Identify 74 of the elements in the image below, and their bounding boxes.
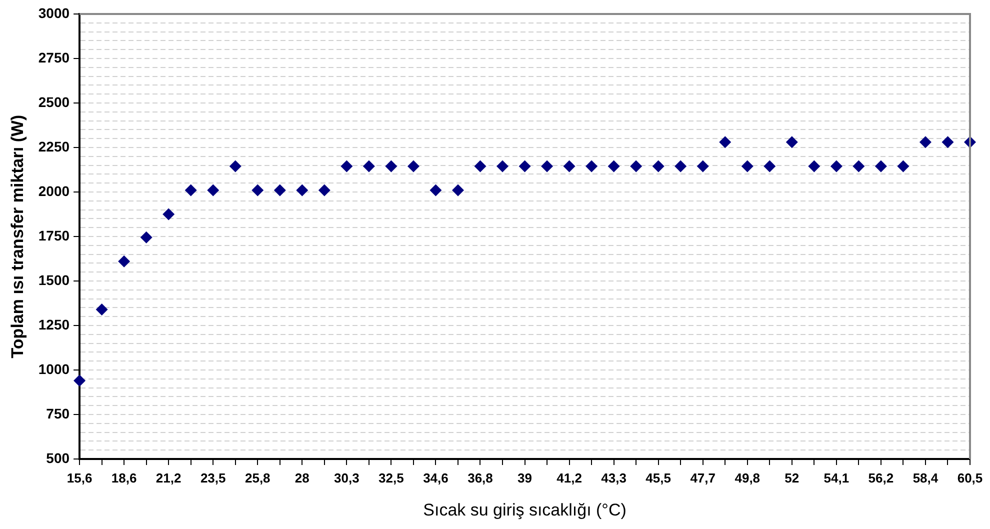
point [207,184,220,196]
point [407,160,420,172]
point [74,374,86,387]
y-tick-label: 500 [46,450,70,466]
y-axis-title: Toplam ısı transfer miktarı (W) [8,114,27,358]
point [674,160,687,172]
point [118,255,130,268]
point [874,160,887,172]
point [252,184,264,196]
y-tick-label: 1500 [38,272,70,288]
y-tick-label: 1250 [38,316,70,332]
point [229,160,242,172]
y-tick-label: 1000 [38,360,70,377]
x-tick-label: 30,3 [334,470,360,486]
point [786,136,798,148]
point [474,160,486,172]
point [274,184,286,196]
point [586,160,598,172]
point [719,136,732,148]
y-tick-label: 2000 [38,182,70,199]
point [452,184,464,196]
x-tick-label: 25,8 [244,470,270,486]
x-tick-label: 34,6 [423,470,448,486]
x-tick-label: 45,5 [646,470,671,486]
point [184,184,197,196]
x-tick-label: 36,8 [468,470,493,486]
x-tick-label: 39 [518,470,532,486]
point [362,160,375,172]
x-tick-label: 56,2 [868,470,894,486]
point [296,184,308,196]
y-tick-label: 2250 [38,138,70,154]
x-tick-label: 49,8 [734,470,760,486]
x-tick-label: 47,7 [690,470,716,486]
x-tick-label: 23,5 [200,470,226,486]
x-tick-label: 15,6 [66,470,92,486]
point [652,160,664,172]
x-tick-label: 18,6 [111,470,137,486]
point [696,160,709,172]
x-tick-label: 21,2 [156,470,182,486]
x-tick-label: 28 [294,470,310,486]
point [764,160,776,172]
point [340,160,353,172]
y-tick-label: 3000 [38,4,70,21]
point [852,160,865,172]
point [518,160,531,172]
x-axis-title: Sıcak su giriş sıcaklığı (°C) [423,500,626,520]
point [385,160,398,172]
point [496,160,509,172]
y-tick-label: 2750 [38,49,70,66]
x-tick-label: 43,3 [601,470,626,486]
x-tick-label: 58,4 [912,470,939,486]
point [563,160,576,172]
point [140,231,152,244]
point [741,160,754,172]
x-tick-label: 41,2 [556,470,582,486]
point [96,303,108,316]
point [630,160,642,172]
x-tick-label: 32,5 [378,470,404,486]
x-tick-label: 52 [784,470,800,486]
point [541,160,554,172]
point [430,184,442,196]
y-tick-label: 2500 [38,94,70,110]
x-tick-label: 60,5 [957,470,983,486]
point [162,208,175,220]
point [942,136,954,148]
x-tick-label: 54,1 [824,470,850,486]
y-tick-label: 750 [46,405,70,422]
point [919,136,932,148]
point [830,160,842,172]
point [608,160,620,172]
point [897,160,910,172]
point [808,160,820,172]
point [318,184,330,196]
y-tick-label: 1750 [38,227,70,244]
